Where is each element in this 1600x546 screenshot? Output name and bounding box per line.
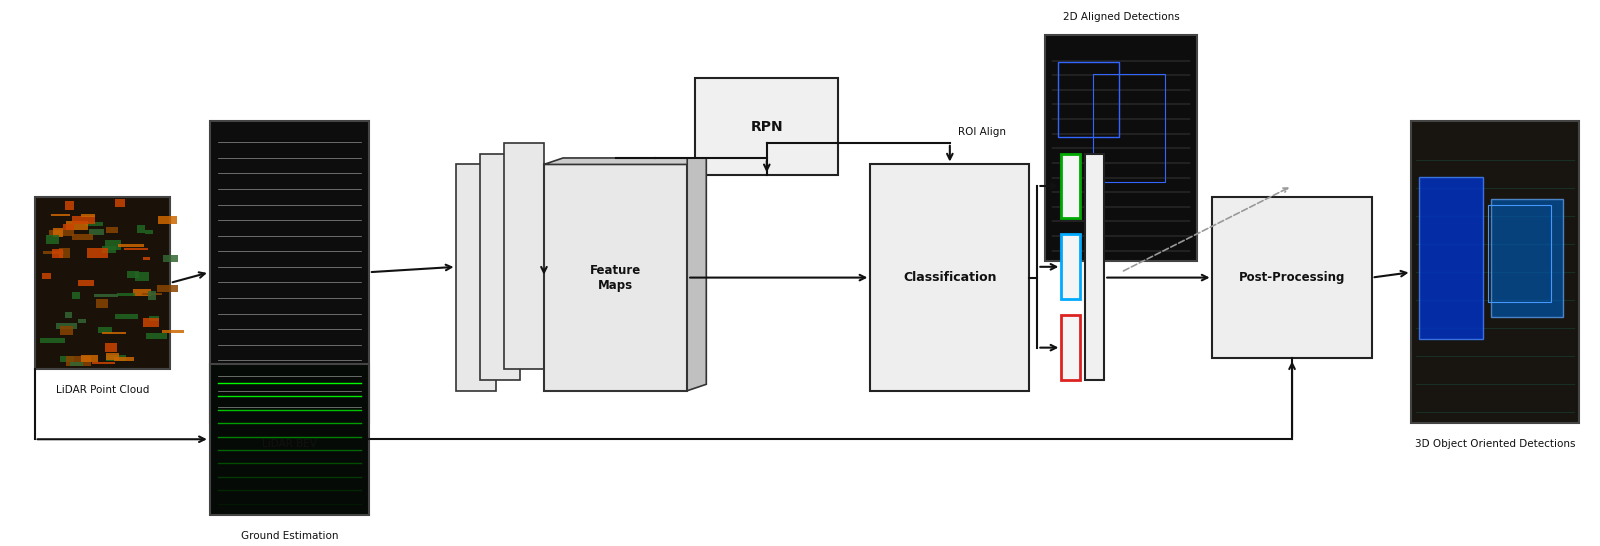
Bar bbox=[133, 289, 150, 296]
Bar bbox=[67, 356, 91, 366]
Bar bbox=[72, 292, 80, 299]
Text: LiDAR Point Cloud: LiDAR Point Cloud bbox=[56, 385, 149, 395]
Bar bbox=[142, 257, 150, 259]
Bar bbox=[134, 271, 149, 281]
Bar bbox=[94, 294, 117, 296]
Bar bbox=[56, 323, 77, 329]
Bar bbox=[117, 293, 134, 296]
Bar bbox=[1061, 234, 1080, 299]
Bar bbox=[90, 229, 104, 235]
Bar bbox=[115, 314, 138, 319]
Bar bbox=[62, 224, 74, 230]
Bar bbox=[138, 225, 146, 233]
Bar bbox=[53, 228, 62, 238]
Bar bbox=[1488, 205, 1552, 302]
Bar bbox=[123, 248, 149, 250]
Bar bbox=[98, 328, 112, 333]
Text: RPN: RPN bbox=[750, 120, 782, 134]
Bar bbox=[157, 284, 178, 292]
Text: 3D Object Oriented Detections: 3D Object Oriented Detections bbox=[1414, 439, 1576, 449]
Bar bbox=[40, 338, 64, 343]
Bar bbox=[61, 355, 74, 361]
Bar bbox=[43, 251, 64, 254]
Bar bbox=[106, 355, 126, 361]
Text: LiDAR BEV: LiDAR BEV bbox=[262, 439, 317, 449]
Bar bbox=[456, 164, 496, 391]
Bar bbox=[1061, 315, 1080, 380]
Bar bbox=[210, 121, 370, 423]
Bar bbox=[504, 143, 544, 369]
Bar bbox=[1411, 121, 1579, 423]
Text: Ground Estimation: Ground Estimation bbox=[240, 531, 338, 541]
Bar bbox=[80, 214, 94, 217]
Bar bbox=[102, 246, 117, 253]
Bar bbox=[66, 312, 72, 318]
Bar bbox=[85, 222, 102, 226]
Bar bbox=[88, 248, 109, 258]
Bar bbox=[146, 230, 154, 234]
Bar bbox=[59, 325, 74, 335]
Bar bbox=[144, 318, 160, 328]
Bar bbox=[147, 291, 157, 300]
Bar bbox=[106, 227, 118, 233]
Bar bbox=[1419, 177, 1483, 339]
Bar bbox=[93, 363, 115, 364]
Bar bbox=[1058, 62, 1118, 137]
Bar bbox=[102, 333, 126, 334]
Bar bbox=[66, 221, 88, 230]
Bar bbox=[114, 357, 134, 361]
Bar bbox=[50, 230, 74, 236]
Bar bbox=[141, 293, 162, 295]
Bar bbox=[78, 319, 86, 323]
Bar bbox=[106, 240, 122, 250]
Bar bbox=[1093, 74, 1165, 182]
Bar bbox=[870, 164, 1029, 391]
Bar bbox=[77, 280, 94, 286]
Bar bbox=[35, 197, 170, 369]
Text: Classification: Classification bbox=[902, 271, 997, 284]
Bar bbox=[115, 199, 125, 207]
Bar bbox=[70, 362, 83, 366]
Bar bbox=[72, 234, 93, 240]
Bar bbox=[51, 215, 70, 216]
Bar bbox=[126, 271, 139, 278]
Bar bbox=[158, 216, 178, 224]
Bar bbox=[480, 153, 520, 380]
Bar bbox=[51, 250, 64, 258]
Bar bbox=[42, 272, 51, 279]
Bar bbox=[694, 78, 838, 175]
Bar bbox=[1061, 153, 1080, 218]
Polygon shape bbox=[544, 158, 706, 164]
Bar bbox=[59, 248, 69, 258]
Bar bbox=[96, 299, 109, 308]
Bar bbox=[1045, 35, 1197, 262]
Bar bbox=[1213, 197, 1371, 358]
Bar bbox=[1491, 199, 1563, 317]
Bar bbox=[72, 216, 96, 224]
Bar bbox=[544, 164, 688, 391]
Bar bbox=[66, 201, 74, 211]
Bar bbox=[146, 333, 168, 339]
Bar bbox=[210, 364, 370, 515]
Polygon shape bbox=[688, 158, 706, 391]
Text: 2D Aligned Detections: 2D Aligned Detections bbox=[1062, 11, 1179, 22]
Bar bbox=[46, 235, 59, 244]
Bar bbox=[80, 355, 98, 361]
Text: Feature
Maps: Feature Maps bbox=[590, 264, 642, 292]
Text: Post-Processing: Post-Processing bbox=[1238, 271, 1346, 284]
Bar bbox=[106, 343, 117, 352]
Bar bbox=[106, 353, 120, 360]
Text: ROI Align: ROI Align bbox=[958, 127, 1006, 138]
Bar bbox=[149, 316, 160, 321]
Bar bbox=[162, 330, 184, 333]
Bar bbox=[163, 254, 178, 262]
Bar bbox=[118, 244, 144, 247]
Bar bbox=[1085, 153, 1104, 380]
